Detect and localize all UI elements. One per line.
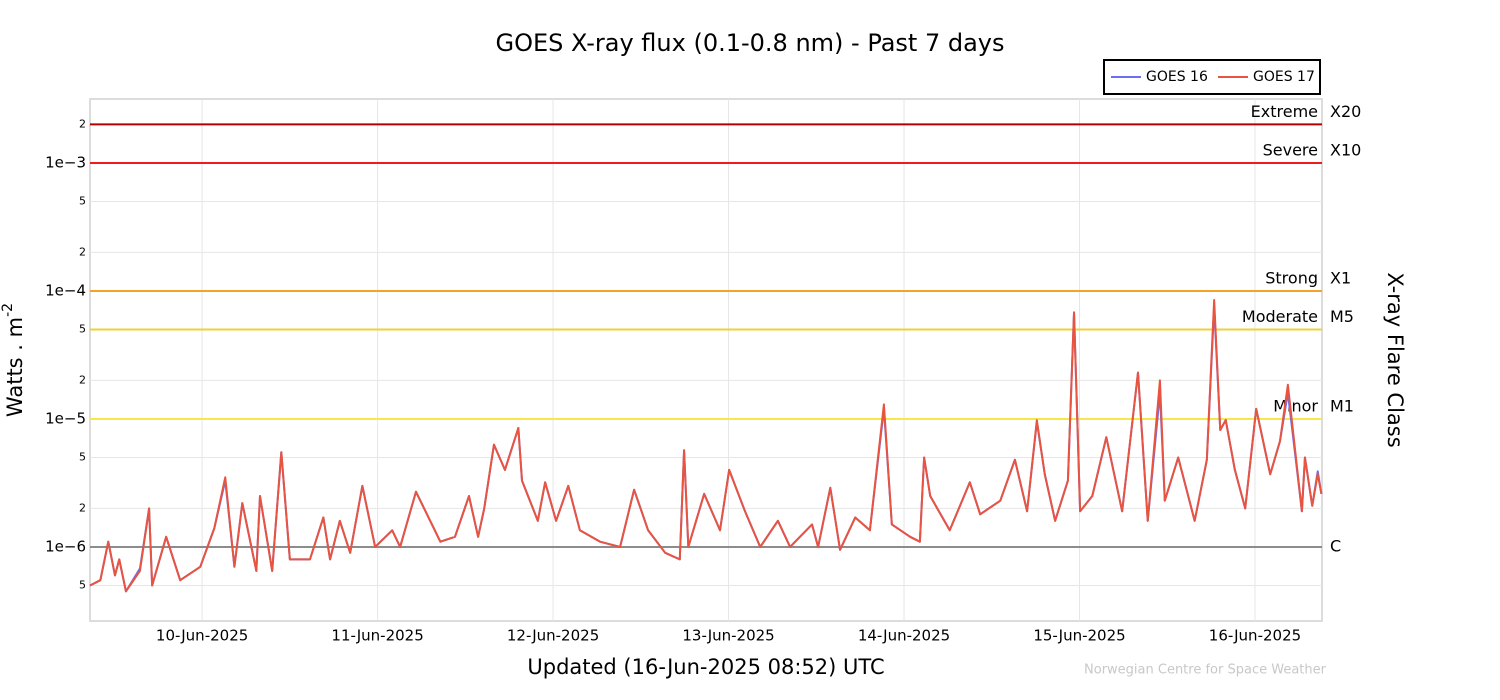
- threshold-label: Severe: [1263, 140, 1318, 159]
- legend-label: GOES 17: [1253, 69, 1315, 85]
- y-tick-label: 1e−6: [45, 537, 86, 555]
- y-tick-label: 5: [79, 578, 86, 591]
- threshold-label: Strong: [1265, 268, 1318, 287]
- x-tick-label: 13-Jun-2025: [682, 627, 774, 645]
- flare-class-label: X20: [1330, 102, 1361, 121]
- y-tick-label: 1e−3: [45, 153, 86, 171]
- chart-title: GOES X-ray flux (0.1-0.8 nm) - Past 7 da…: [495, 29, 1004, 57]
- threshold-label: Moderate: [1242, 307, 1318, 326]
- series-line: [89, 299, 1323, 593]
- x-tick-label: 12-Jun-2025: [507, 627, 599, 645]
- y-tick-label: 5: [79, 450, 86, 463]
- y-axis-title-main: Watts . m: [3, 317, 27, 417]
- y-tick-label: 2: [79, 245, 86, 258]
- y-tick-label: 1e−5: [45, 409, 86, 427]
- x-tick-label: 15-Jun-2025: [1033, 627, 1125, 645]
- flare-class-label: X10: [1330, 140, 1361, 159]
- y-tick-label: 1e−4: [45, 281, 86, 299]
- y-tick-label: 5: [79, 322, 86, 335]
- y-axis-title: Watts . m-2: [0, 303, 27, 417]
- threshold-label: Minor: [1273, 396, 1318, 415]
- y-tick-label: 2: [79, 501, 86, 514]
- flare-class-label: C: [1330, 536, 1341, 555]
- plot-area: [89, 98, 1323, 622]
- footer-credit: Norwegian Centre for Space Weather: [1084, 663, 1327, 678]
- y-tick-label: 5: [79, 194, 86, 207]
- y-tick-label: 2: [79, 117, 86, 130]
- flare-class-label: M5: [1330, 307, 1354, 326]
- x-tick-label: 14-Jun-2025: [858, 627, 950, 645]
- x-axis-title: Updated (16-Jun-2025 08:52) UTC: [527, 655, 884, 679]
- y-tick-label: 2: [79, 373, 86, 386]
- x-tick-label: 16-Jun-2025: [1209, 627, 1301, 645]
- x-tick-label: 10-Jun-2025: [156, 627, 248, 645]
- flare-class-label: M1: [1330, 396, 1354, 415]
- x-tick-label: 11-Jun-2025: [331, 627, 423, 645]
- flare-class-label: X1: [1330, 268, 1351, 287]
- y-axis-title-sup: -2: [0, 303, 16, 317]
- threshold-label: Extreme: [1251, 102, 1318, 121]
- y2-axis-title: X-ray Flare Class: [1383, 272, 1407, 447]
- legend-label: GOES 16: [1146, 69, 1208, 85]
